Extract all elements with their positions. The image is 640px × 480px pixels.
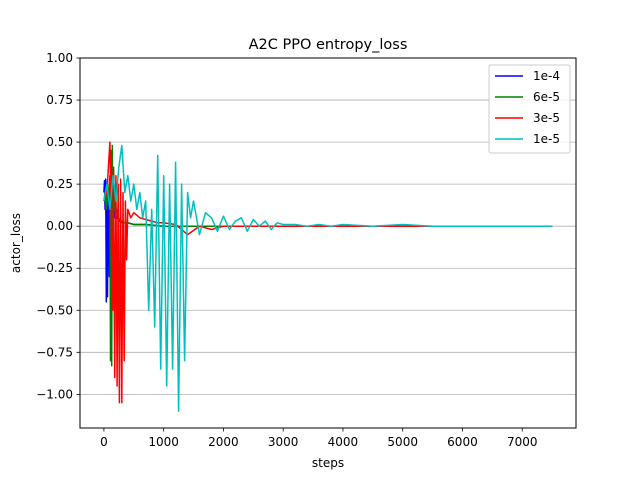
legend-entry-6e-5: 6e-5 [533, 90, 560, 104]
y-tick-label: −0.75 [36, 345, 73, 359]
y-tick-label: −0.50 [36, 303, 73, 317]
series-line-1e-5 [103, 144, 553, 412]
x-tick-label: 0 [100, 435, 108, 449]
y-tick-label: 0.75 [46, 93, 73, 107]
y-axis-title: actor_loss [9, 213, 23, 273]
x-tick-label: 7000 [507, 435, 538, 449]
y-tick-label: 0.00 [46, 219, 73, 233]
legend-box [488, 64, 571, 154]
x-tick-label: 6000 [447, 435, 478, 449]
y-tick-label: 1.00 [46, 51, 73, 65]
series-layer [103, 141, 553, 412]
x-axis-title: steps [312, 456, 344, 470]
plot-frame [79, 57, 577, 429]
y-tick-label: 0.25 [46, 177, 73, 191]
x-tick-label: 3000 [268, 435, 299, 449]
legend-entry-3e-5: 3e-5 [533, 111, 560, 125]
x-axis: 0 1000 2000 3000 4000 5000 6000 7000 [100, 428, 537, 449]
y-tick-label: −1.00 [36, 387, 73, 401]
legend-entry-1e-4: 1e-4 [533, 69, 560, 83]
legend-entry-1e-5: 1e-5 [533, 132, 560, 146]
chart-title: A2C PPO entropy_loss [249, 37, 408, 53]
y-tick-label: −0.25 [36, 261, 73, 275]
y-tick-label: 0.50 [46, 135, 73, 149]
legend: 1e-4 6e-5 3e-5 1e-5 [488, 64, 571, 154]
x-tick-label: 5000 [387, 435, 418, 449]
x-tick-label: 4000 [328, 435, 359, 449]
series-line-3e-5 [103, 141, 553, 404]
x-tick-label: 1000 [148, 435, 179, 449]
y-axis: −1.00 −0.75 −0.50 −0.25 0.00 0.25 0.50 0.75 1.00 [36, 51, 80, 401]
x-tick-label: 2000 [208, 435, 239, 449]
